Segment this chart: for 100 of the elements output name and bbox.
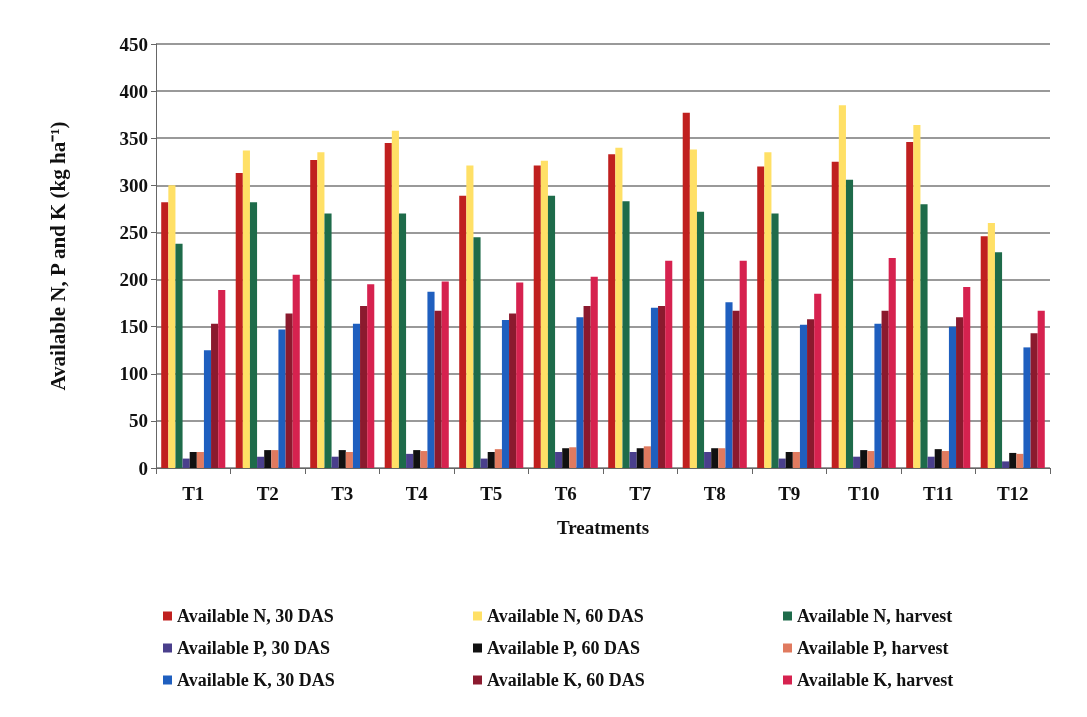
- bar: [980, 236, 988, 468]
- bar: [888, 257, 896, 468]
- legend-label: Available K, harvest: [797, 670, 954, 690]
- bar: [608, 154, 616, 468]
- bar: [1016, 453, 1024, 468]
- bar: [650, 307, 659, 468]
- bar: [367, 284, 375, 468]
- bar: [1023, 347, 1031, 468]
- bar: [956, 317, 964, 468]
- bar: [704, 451, 712, 468]
- bar: [831, 161, 839, 468]
- bar: [196, 451, 204, 468]
- bar: [352, 323, 361, 468]
- bar: [427, 291, 435, 468]
- bar: [1002, 461, 1010, 468]
- bar: [161, 202, 169, 468]
- y-tick-label: 0: [138, 457, 148, 479]
- bar: [175, 243, 183, 468]
- bar: [441, 281, 449, 468]
- bar: [211, 323, 219, 468]
- bar: [1030, 333, 1038, 468]
- bar: [807, 319, 815, 468]
- bar: [509, 313, 517, 468]
- bar: [739, 260, 747, 468]
- bar: [881, 310, 889, 468]
- bar: [615, 147, 623, 468]
- bar: [310, 159, 318, 468]
- bar: [874, 323, 882, 468]
- bar: [913, 125, 921, 468]
- bar: [838, 105, 846, 468]
- bar: [473, 237, 481, 468]
- bar: [480, 458, 488, 468]
- bar: [860, 450, 868, 468]
- bar: [285, 313, 293, 468]
- bar: [778, 458, 786, 468]
- bar: [771, 213, 779, 468]
- x-tick-label: T5: [480, 483, 503, 504]
- bar: [1009, 452, 1017, 468]
- bar: [732, 310, 740, 468]
- bar: [278, 329, 286, 468]
- bar: [242, 150, 250, 468]
- bar: [406, 453, 414, 468]
- y-tick-label: 50: [129, 410, 148, 432]
- bar: [757, 166, 765, 468]
- bar: [264, 450, 272, 468]
- y-tick-label: 350: [119, 127, 148, 149]
- bar: [906, 141, 914, 468]
- bar: [711, 448, 719, 468]
- bar: [689, 149, 697, 468]
- bar: [218, 289, 226, 468]
- bar: [622, 201, 630, 468]
- bar: [764, 152, 772, 468]
- bar: [948, 326, 957, 468]
- bar: [1037, 310, 1045, 468]
- bar: [533, 165, 541, 468]
- bar: [799, 324, 808, 468]
- y-tick-label: 100: [119, 363, 148, 385]
- bar: [785, 451, 793, 468]
- bar: [987, 223, 995, 468]
- bar: [420, 451, 428, 468]
- bar: [576, 317, 584, 468]
- bar: [345, 451, 353, 468]
- bar: [501, 320, 510, 468]
- legend-label: Available P, 30 DAS: [177, 638, 331, 658]
- y-tick-label: 200: [119, 269, 148, 291]
- bar: [658, 305, 666, 468]
- bar: [853, 456, 861, 468]
- x-tick-label: T11: [922, 483, 954, 504]
- bar: [398, 213, 407, 468]
- bar: [867, 451, 875, 468]
- bar: [963, 287, 971, 468]
- y-tick-label: 300: [119, 174, 148, 196]
- bar: [696, 211, 705, 468]
- bar: [331, 456, 339, 468]
- x-tick-label: T12: [996, 483, 1029, 504]
- x-tick-label: T7: [629, 483, 652, 504]
- y-tick-label: 450: [119, 33, 148, 55]
- bar: [338, 450, 346, 468]
- x-tick-label: T3: [331, 483, 354, 504]
- bar: [994, 252, 1003, 468]
- bar: [814, 293, 822, 468]
- bar: [434, 310, 442, 468]
- bar: [590, 276, 598, 468]
- bar: [792, 451, 800, 468]
- bar: [555, 451, 563, 468]
- bar: [203, 350, 212, 468]
- x-tick-label: T9: [778, 483, 801, 504]
- bar: [384, 142, 392, 468]
- bar: [920, 204, 928, 468]
- bar: [249, 202, 258, 468]
- legend-label: Available P, 60 DAS: [487, 638, 641, 658]
- bar: [487, 451, 495, 468]
- bar: [257, 456, 265, 468]
- bar: [629, 451, 637, 468]
- bar: [413, 450, 421, 468]
- x-tick-label: T1: [182, 483, 205, 504]
- bar: [540, 160, 548, 468]
- bar: [324, 213, 332, 468]
- bar: [292, 274, 300, 468]
- legend-label: Available K, 30 DAS: [177, 670, 335, 690]
